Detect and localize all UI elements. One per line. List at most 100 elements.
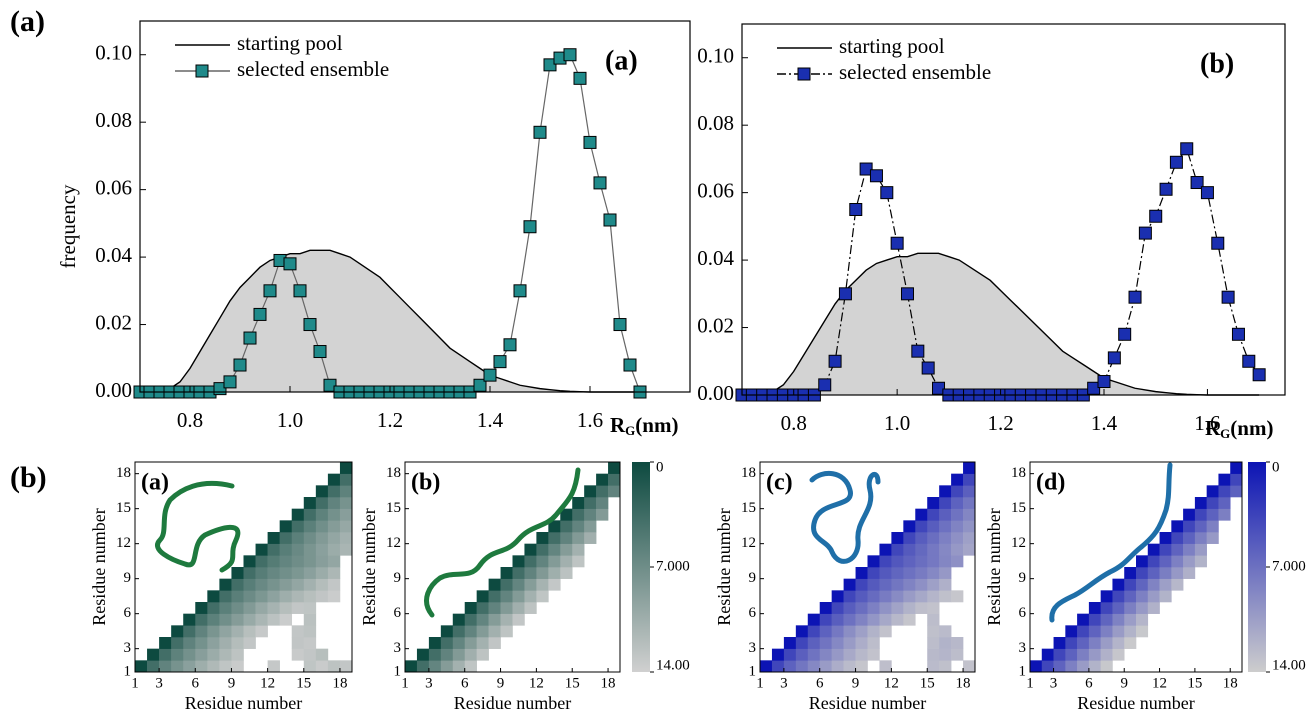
y-tick-label: 3 [124,640,132,656]
marker [1087,381,1101,395]
heatmap-cell [927,613,940,626]
heatmap-cell [939,532,952,544]
heatmap-cell [279,532,293,544]
heatmap-cell [843,648,856,661]
heatmap-cell [1194,532,1207,544]
heatmap-cell [452,660,466,673]
heatmap-cell [963,508,976,521]
heatmap-cell [147,648,160,661]
heatmap-cell [608,485,621,498]
heatmap-cell [1100,602,1113,614]
heatmap-cell [279,567,293,579]
heatmap-cell [783,648,797,661]
area [140,250,640,392]
marker [911,344,925,358]
marker [263,284,277,298]
heatmap-cell [315,543,329,556]
marker [313,345,327,359]
heatmap-cell [327,567,341,579]
x-tick-label: 0.8 [781,411,807,435]
heatmap-cell [939,637,952,649]
heatmap-cell [939,555,952,568]
heatmap-cell [159,637,172,649]
heatmap-cell [231,648,244,661]
y-tick-label: 6 [749,605,757,621]
heatmap-cell [939,625,952,638]
heatmap-cell [608,473,621,486]
heatmap-cell [951,590,964,603]
heatmap-cell [476,590,489,603]
heatmap-cell [1100,625,1113,638]
legend-marker [195,64,209,78]
heatmap-cell [476,602,489,614]
heatmap-cell [1124,590,1137,603]
y-tick-label: 0.04 [95,243,132,267]
heatmap-cell [1206,497,1219,509]
heatmap-cell [243,567,256,579]
x-axis-label: Residue number [185,693,302,713]
heatmap-cell [291,532,305,544]
panel-label: (d) [1036,470,1065,496]
heatmap-cell [231,625,244,638]
heatmap-cell [488,625,501,638]
heatmap-cell [279,520,293,533]
colorbar-label: 7.000 [1272,558,1306,574]
heatmap-cell [291,648,305,661]
heatmap-cell [464,602,477,614]
heatmap-cell [303,555,317,568]
heatmap-cell [1147,555,1160,568]
heatmap-cell [207,625,220,638]
heatmap-cell [939,485,952,498]
heatmap-cell [1136,555,1149,568]
heatmap-cell [339,485,353,498]
heatmap-cell [1206,485,1219,498]
heatmap-cell [267,532,280,544]
y-tick-label: 9 [749,570,757,586]
heatmap-cell [927,648,940,661]
x-tick-label: 15 [565,675,580,691]
heatmap-cell [476,637,489,649]
marker [233,358,247,372]
heatmap-cell [903,543,916,556]
heatmap-cell [939,543,952,556]
heatmap-cell [315,567,329,579]
plot-frame [759,461,976,673]
heatmap-cell [219,660,232,673]
marker [838,287,852,301]
heatmap-cell [536,590,549,603]
heatmap-cell [1136,613,1149,626]
heatmap-cell [783,660,797,673]
heatmap-cell [843,602,856,614]
heatmap-cell [231,613,244,626]
heatmap-cell [548,555,561,568]
x-tick-label: 15 [296,675,311,691]
heatmap-cell [219,613,232,626]
heatmap-cell [584,497,597,509]
heatmap-cell [1183,567,1196,579]
heatmap-cell [536,578,549,591]
marker [583,135,597,149]
heatmap-cell [951,473,964,486]
heatmap-cell [1077,613,1090,626]
heatmap-cell [524,590,537,603]
heatmap-cell [819,648,832,661]
heatmap-cell [315,485,329,498]
heatmap-cell [951,532,964,544]
heatmap-cell [795,625,809,638]
heatmap-cell [255,602,268,614]
heatmap-cell [915,567,928,579]
heatmap-cell [327,590,341,603]
heatmap-cell [843,590,856,603]
heatmap-cell [255,543,268,556]
marker [223,375,237,389]
heatmap-cell [500,602,513,614]
legend-label: starting pool [237,31,343,55]
heatmap-cell [195,660,208,673]
heatmap-cell [783,637,797,649]
heatmap-cell [795,637,809,649]
heatmap-cell [267,578,280,591]
heatmap-cell [464,625,477,638]
heatmap-cell [1194,508,1207,521]
heatmap-cell [1206,532,1219,544]
heatmap-cell [476,648,489,661]
